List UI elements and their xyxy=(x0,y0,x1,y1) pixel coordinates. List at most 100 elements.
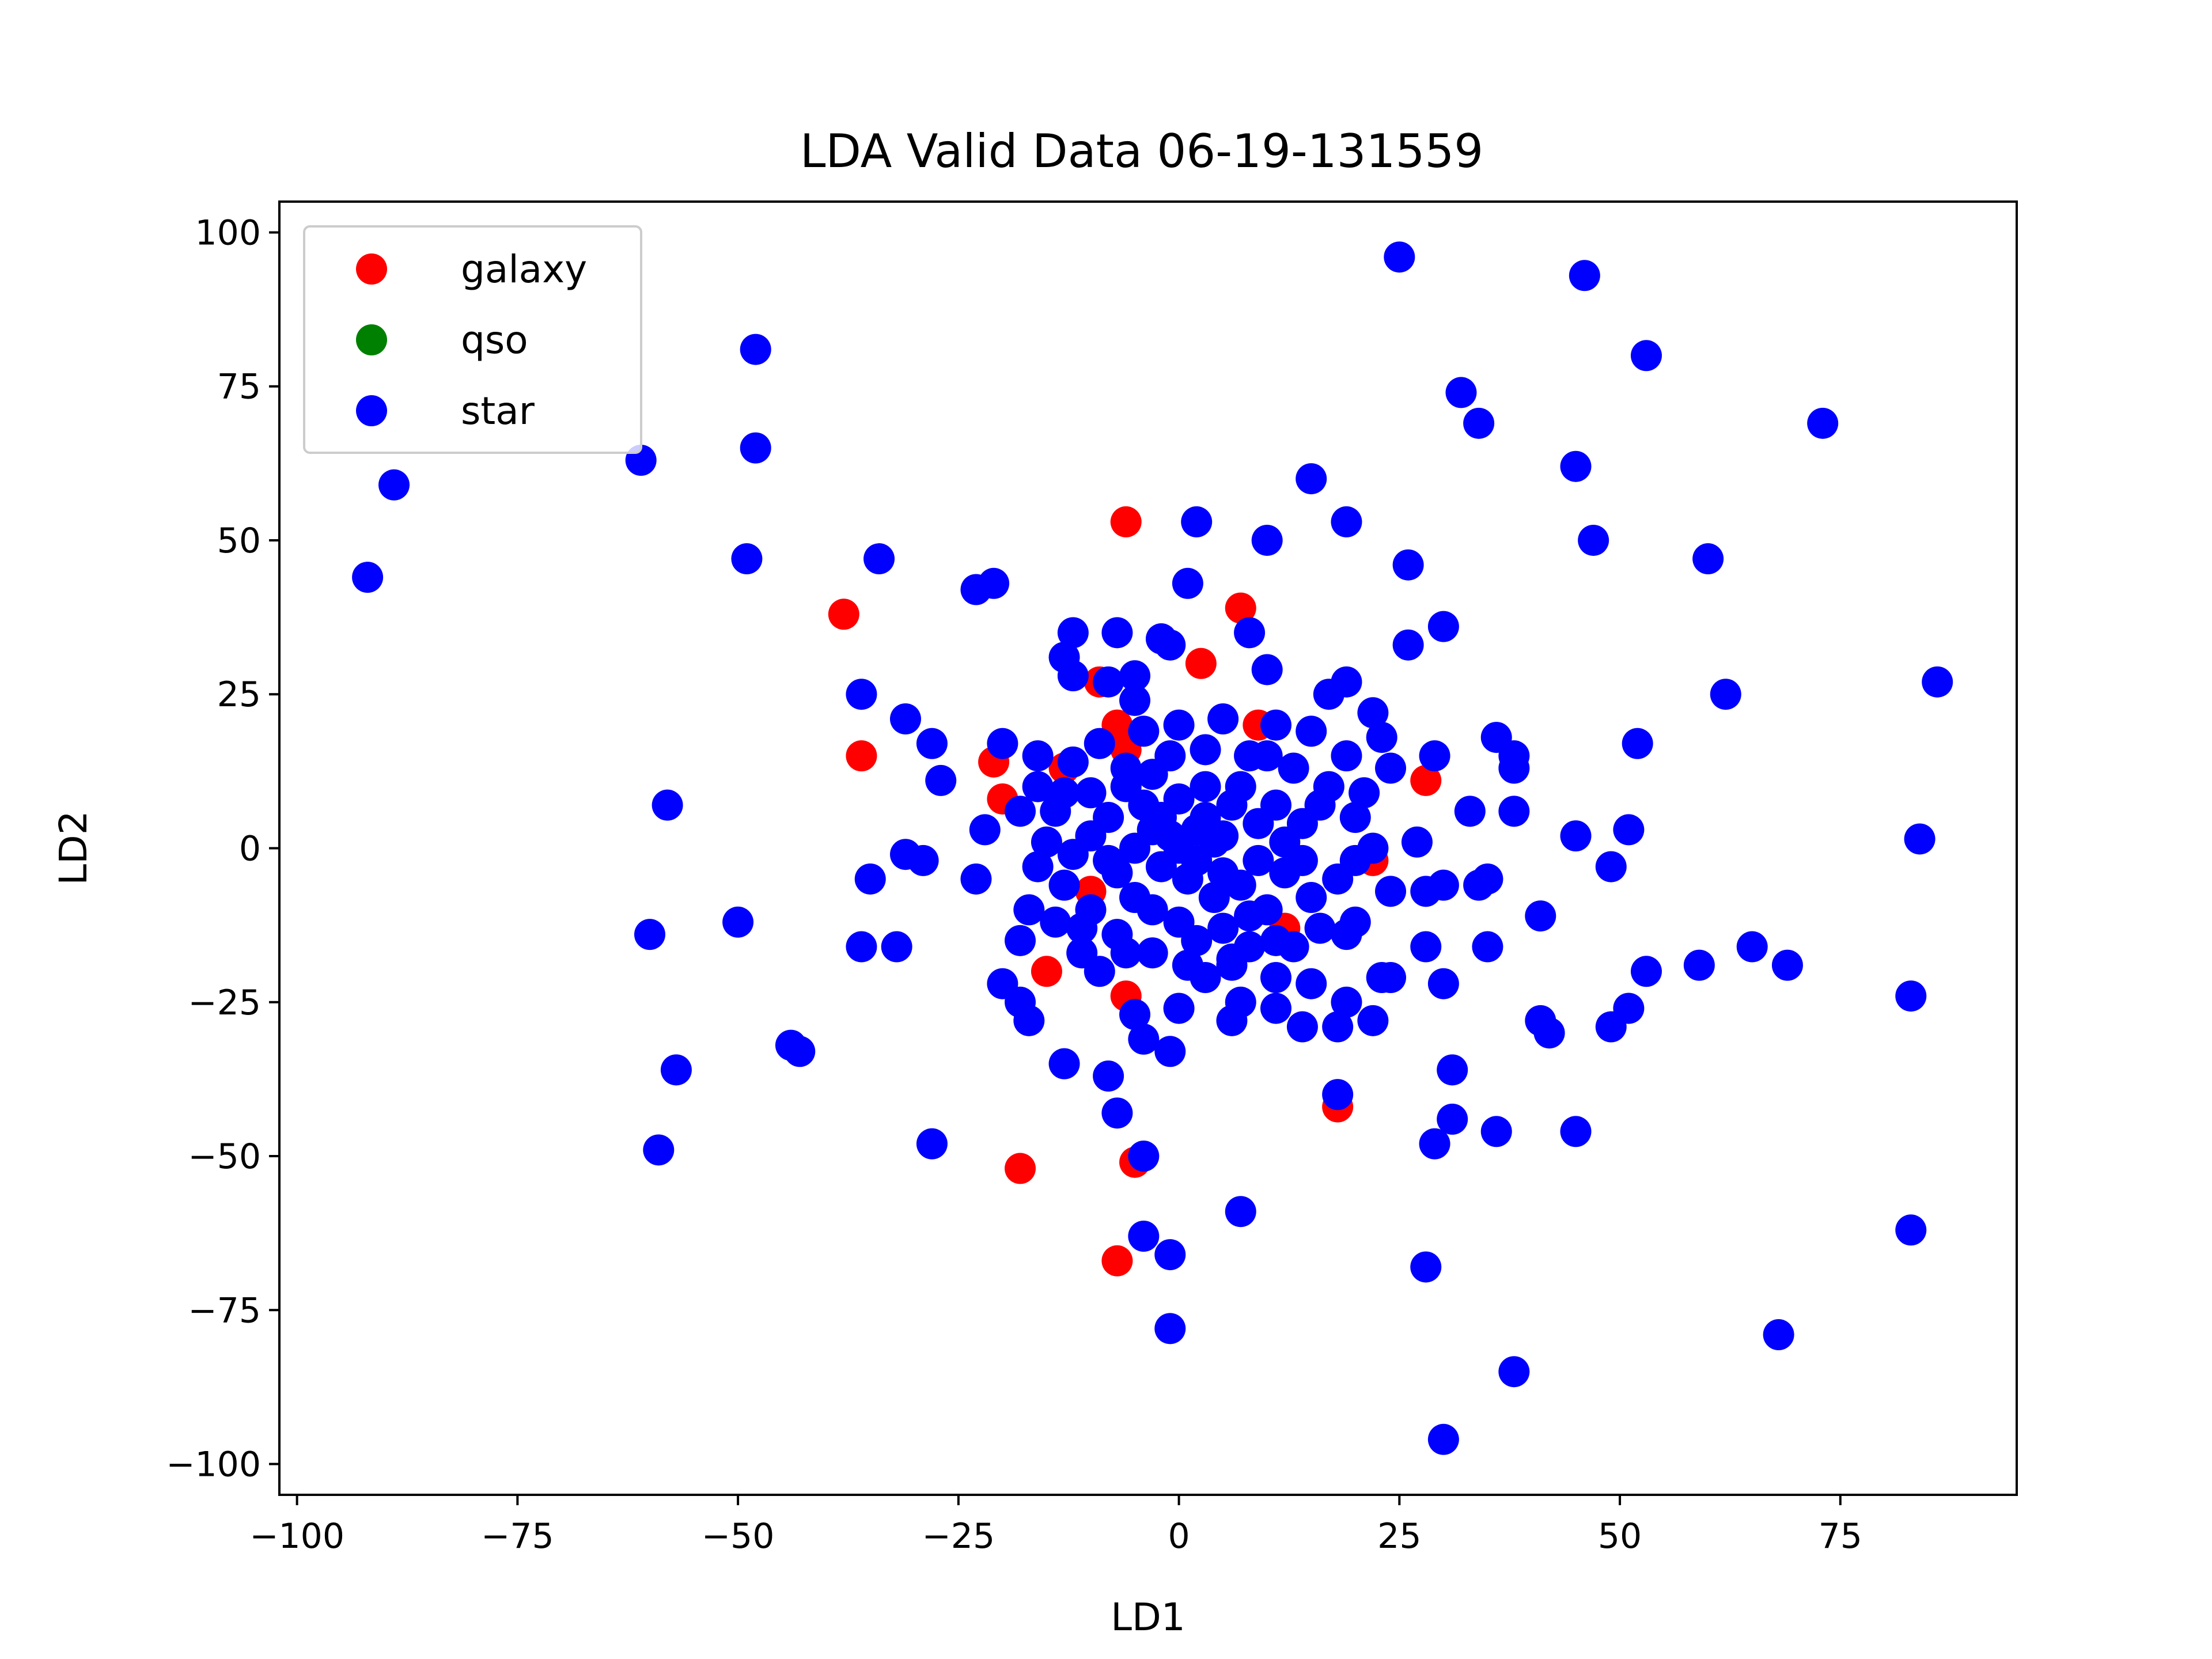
x-axis-label: LD1 xyxy=(1111,1595,1185,1639)
star-point xyxy=(1005,925,1036,956)
star-point xyxy=(960,863,992,895)
galaxy-point xyxy=(1410,764,1442,796)
star-point xyxy=(1234,617,1266,649)
star-point xyxy=(1181,814,1213,846)
galaxy-point xyxy=(1101,1245,1133,1277)
star-point xyxy=(987,728,1018,759)
star-point xyxy=(1410,1251,1442,1283)
legend-label-qso: qso xyxy=(461,318,528,362)
y-axis: −100 −75 −50 −25 0 25 50 75 100 xyxy=(166,213,279,1485)
star-point xyxy=(1040,906,1071,938)
star-point xyxy=(1392,629,1424,661)
star-point xyxy=(1525,900,1556,932)
star-point xyxy=(1066,912,1098,944)
star-point xyxy=(1260,709,1291,741)
star-point xyxy=(846,679,877,710)
star-point xyxy=(1736,931,1768,963)
x-tick-label: 75 xyxy=(1819,1516,1862,1556)
star-point xyxy=(722,906,754,938)
star-point xyxy=(1172,949,1203,981)
star-point xyxy=(1207,703,1239,734)
star-point xyxy=(1630,340,1662,372)
star-point xyxy=(1895,980,1927,1012)
star-point xyxy=(1128,1221,1160,1252)
star-point xyxy=(1692,543,1724,575)
legend-marker-qso xyxy=(356,324,387,355)
star-point xyxy=(1093,666,1124,698)
star-point xyxy=(1322,1011,1354,1043)
star-point xyxy=(1296,715,1327,747)
star-point xyxy=(1498,796,1530,827)
star-point xyxy=(960,574,992,605)
star-point xyxy=(1349,777,1380,809)
star-point xyxy=(1207,857,1239,889)
star-point xyxy=(846,931,877,963)
star-point xyxy=(1427,1423,1459,1455)
star-point xyxy=(1357,697,1389,729)
star-point xyxy=(916,1128,948,1160)
y-tick-label: −100 xyxy=(166,1445,261,1485)
star-point xyxy=(1339,802,1371,834)
star-point xyxy=(1331,986,1362,1018)
star-point xyxy=(1427,611,1459,642)
star-point xyxy=(1198,882,1230,914)
star-point xyxy=(1419,740,1450,772)
star-point xyxy=(1101,617,1133,649)
galaxy-point xyxy=(1110,506,1142,537)
star-point xyxy=(925,764,957,796)
x-tick-label: 50 xyxy=(1598,1516,1642,1556)
star-point xyxy=(1807,407,1839,439)
star-point xyxy=(1260,789,1291,821)
star-point xyxy=(1022,851,1054,882)
x-tick-label: −100 xyxy=(249,1516,344,1556)
legend-label-star: star xyxy=(461,389,535,433)
y-tick-label: −75 xyxy=(188,1290,261,1331)
star-point xyxy=(1181,506,1213,537)
star-point xyxy=(1560,1116,1592,1147)
star-point xyxy=(1243,844,1274,876)
star-point xyxy=(1313,771,1344,802)
star-point xyxy=(1048,777,1080,809)
x-tick-label: −25 xyxy=(922,1516,995,1556)
star-point xyxy=(1595,851,1627,882)
star-point xyxy=(1119,660,1151,692)
star-point xyxy=(740,432,771,464)
x-axis: −100 −75 −50 −25 0 25 50 75 xyxy=(249,1495,1862,1556)
star-point xyxy=(1560,450,1592,482)
star-point xyxy=(1331,666,1362,698)
star-point xyxy=(1119,882,1151,914)
star-point xyxy=(1630,956,1662,987)
star-point xyxy=(1022,771,1054,802)
galaxy-point xyxy=(1225,592,1256,624)
star-point xyxy=(1110,937,1142,969)
legend-marker-galaxy xyxy=(356,253,387,285)
star-point xyxy=(1419,1128,1450,1160)
star-point xyxy=(1357,1005,1389,1036)
star-point xyxy=(1128,789,1160,821)
star-point xyxy=(1110,752,1142,784)
star-point xyxy=(1084,956,1115,987)
star-point xyxy=(1498,1356,1530,1388)
star-point xyxy=(1048,1048,1080,1080)
star-point xyxy=(1251,654,1283,685)
star-point xyxy=(1031,826,1062,858)
star-point xyxy=(907,844,939,876)
star-point xyxy=(784,1036,816,1067)
star-point xyxy=(1480,722,1512,753)
star-point xyxy=(1234,900,1266,932)
star-point xyxy=(1437,1103,1468,1135)
y-tick-label: −25 xyxy=(188,983,261,1023)
star-point xyxy=(1922,666,1953,698)
star-point xyxy=(1286,844,1318,876)
star-point xyxy=(1771,949,1803,981)
star-point xyxy=(854,863,886,895)
y-tick-label: 75 xyxy=(217,367,261,407)
galaxy-point xyxy=(828,599,859,630)
star-point xyxy=(1331,740,1362,772)
star-point xyxy=(1251,740,1283,772)
star-point xyxy=(1384,241,1415,273)
star-point xyxy=(1216,943,1248,975)
x-tick-label: 0 xyxy=(1168,1516,1190,1556)
star-point xyxy=(1057,839,1089,870)
